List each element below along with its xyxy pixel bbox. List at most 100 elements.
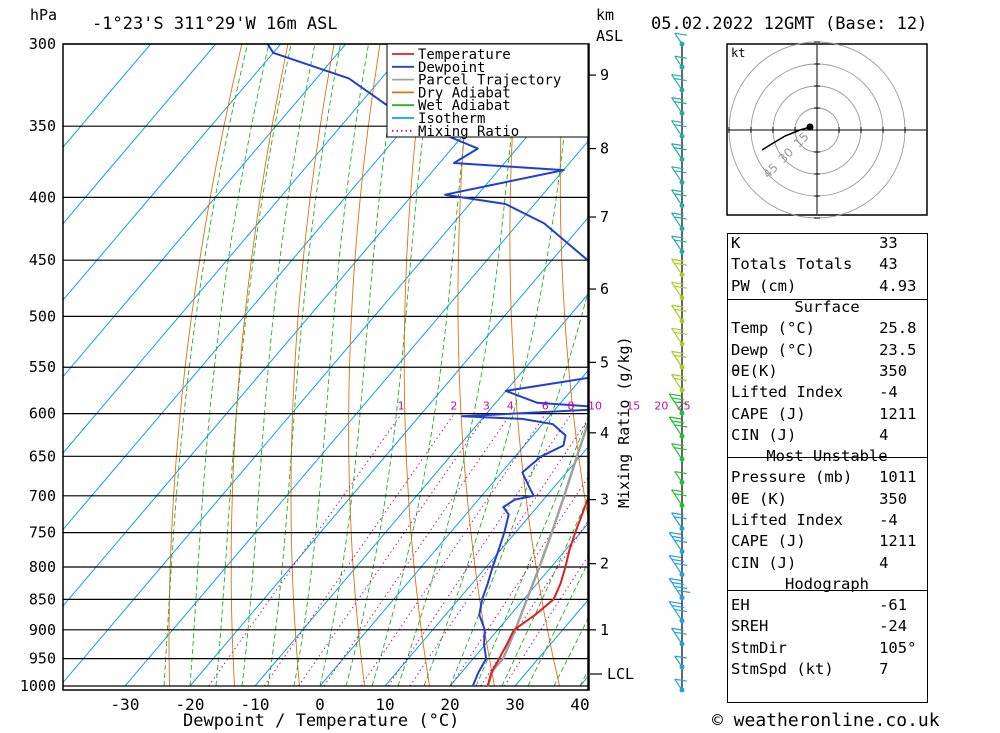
isotherm-line: [63, 44, 542, 607]
mixing-ratio-axis-title: Mixing Ratio (g/kg): [615, 336, 633, 508]
wind-barb-feather: [674, 32, 687, 36]
wind-barb-feather: [675, 562, 688, 567]
isotherm-line: [254, 292, 589, 687]
temperature-tick-label: 30: [505, 695, 524, 714]
pressure-tick-label: 450: [29, 251, 56, 269]
datetime-label: 05.02.2022 12GMT (Base: 12): [651, 14, 927, 34]
hodo-title: Hodograph: [785, 574, 869, 593]
mixing-ratio-label: 25: [677, 400, 691, 413]
wind-barb: [671, 73, 687, 93]
wind-barb: [671, 489, 687, 508]
wind-barb-feather: [674, 170, 687, 174]
wind-barb-shaft: [671, 327, 683, 345]
plot-frame: [62, 43, 590, 691]
pressure-tick-label: 500: [29, 307, 56, 325]
stat-row-stmspd: StmSpd (kt) 7: [731, 660, 889, 679]
wind-barb: [668, 416, 688, 439]
dry-adiabat-line: [979, 44, 1000, 686]
isotherm-line: [63, 44, 282, 301]
wind-barb: [671, 627, 687, 647]
temperature-tick-label: -20: [176, 695, 205, 714]
wind-barb: [671, 120, 687, 139]
wet-adiabat-line: [319, 44, 400, 687]
wind-barb-feather: [671, 304, 684, 308]
pressure-tick-label: 650: [29, 447, 56, 465]
km-tick-label: 3: [600, 491, 609, 509]
legend-label: Dewpoint: [418, 60, 485, 76]
km-tick-label: 6: [600, 280, 609, 298]
mixing-ratio-line: [263, 413, 455, 687]
isotherm-line: [63, 44, 347, 378]
mixing-ratio-line: [450, 474, 589, 687]
wind-barb-feather: [671, 143, 684, 147]
wind-barb: [671, 97, 687, 116]
wind-barb: [671, 281, 687, 301]
wind-barb-feather: [671, 212, 684, 216]
wind-barb: [671, 350, 687, 370]
wind-barb: [674, 655, 687, 670]
wind-barb: [668, 393, 688, 416]
isotherm-line: [63, 62, 589, 684]
wind-barb-feather: [671, 627, 684, 631]
temperature-tick-label: -30: [111, 695, 140, 714]
legend-label: Wet Adiabat: [418, 98, 511, 114]
wet-adiabat-line: [267, 44, 341, 687]
wind-barb-feather: [674, 101, 687, 105]
x-axis-title: Dewpoint / Temperature (°C): [183, 711, 459, 731]
temperature-line: [486, 492, 589, 687]
isotherm-line: [449, 521, 589, 687]
km-tick-label: 7: [600, 208, 609, 226]
wind-barb-shaft: [671, 97, 683, 114]
km-tick-label: 5: [600, 353, 609, 371]
pressure-tick-label: 550: [29, 358, 56, 376]
mixing-ratio-labels: 1 2 3 4 6 8 10 15 20 25: [398, 400, 691, 413]
wind-barb: [671, 443, 687, 462]
wind-barb: [671, 166, 687, 185]
stat-row-sreh: SREH -24: [731, 617, 908, 636]
wind-barb-feather: [669, 600, 682, 605]
wind-barb: [668, 554, 688, 578]
wind-barb-shaft: [674, 655, 683, 668]
wind-barb-shaft: [671, 120, 683, 137]
pressure-tick-label: 300: [29, 35, 56, 53]
temperature-tick-label: 10: [375, 695, 394, 714]
wind-barb-feather: [671, 120, 684, 124]
stat-row-totals: Totals Totals 43: [731, 255, 898, 274]
wind-barb-shaft: [674, 678, 683, 691]
pressure-tick-label: 900: [29, 621, 56, 639]
wind-barb: [668, 600, 688, 624]
wind-barb-feather: [671, 166, 684, 170]
stat-row-mu-cape: CAPE (J) 1211: [731, 532, 917, 551]
km-tick-label: 4: [600, 424, 609, 442]
site-credit[interactable]: © weatheronline.co.uk: [712, 710, 940, 731]
pressure-tick-label: 750: [29, 524, 56, 542]
wind-barb-feather: [675, 585, 688, 590]
wind-barb-feather: [674, 239, 687, 243]
wind-barb-feather: [674, 124, 687, 128]
mixing-ratio-line: [298, 413, 488, 687]
stat-row-dewp: Dewp (°C) 23.5: [731, 340, 917, 359]
wind-barb: [674, 678, 687, 693]
wind-barb-feather: [674, 354, 687, 358]
stat-row-temp: Temp (°C) 25.8: [731, 319, 917, 338]
pressure-tick-label: 700: [29, 487, 56, 505]
mixing-ratio-label: 20: [654, 400, 668, 413]
wind-barb-shaft: [674, 32, 683, 45]
wind-barb: [671, 235, 687, 255]
stat-row-pw: PW (cm) 4.93: [731, 276, 917, 295]
wet-adiabat-line: [345, 44, 435, 687]
wind-barb-feather: [674, 447, 687, 451]
wind-barb-feather: [671, 350, 684, 354]
wind-barb-shaft: [671, 143, 683, 160]
wind-barb-feather: [671, 373, 684, 378]
wind-barb-feather: [675, 539, 688, 543]
mixing-ratio-label: 15: [626, 400, 640, 413]
mixing-ratio-line: [208, 413, 403, 687]
wet-adiabat-line: [215, 44, 292, 687]
wind-barb-feather: [671, 281, 684, 285]
pressure-tick-label: 400: [29, 188, 56, 206]
mixing-ratio-label: 2: [450, 400, 457, 413]
stat-row-mu-li: Lifted Index -4: [731, 511, 898, 529]
mixing-ratio-label: 6: [542, 400, 549, 413]
